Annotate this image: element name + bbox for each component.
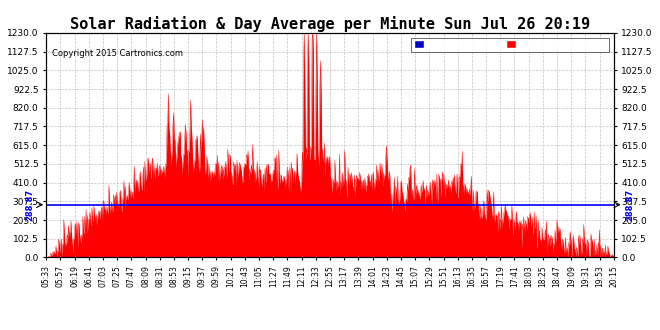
- Text: Copyright 2015 Cartronics.com: Copyright 2015 Cartronics.com: [52, 49, 183, 58]
- Text: 288.87: 288.87: [625, 189, 634, 221]
- Title: Solar Radiation & Day Average per Minute Sun Jul 26 20:19: Solar Radiation & Day Average per Minute…: [70, 16, 590, 32]
- Legend: Median (w/m2), Radiation (w/m2): Median (w/m2), Radiation (w/m2): [411, 38, 609, 52]
- Text: 288.87: 288.87: [26, 189, 35, 221]
